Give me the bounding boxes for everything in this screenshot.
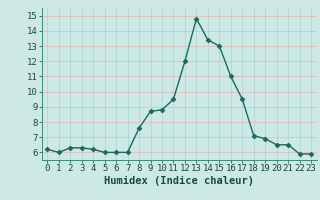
X-axis label: Humidex (Indice chaleur): Humidex (Indice chaleur) xyxy=(104,176,254,186)
